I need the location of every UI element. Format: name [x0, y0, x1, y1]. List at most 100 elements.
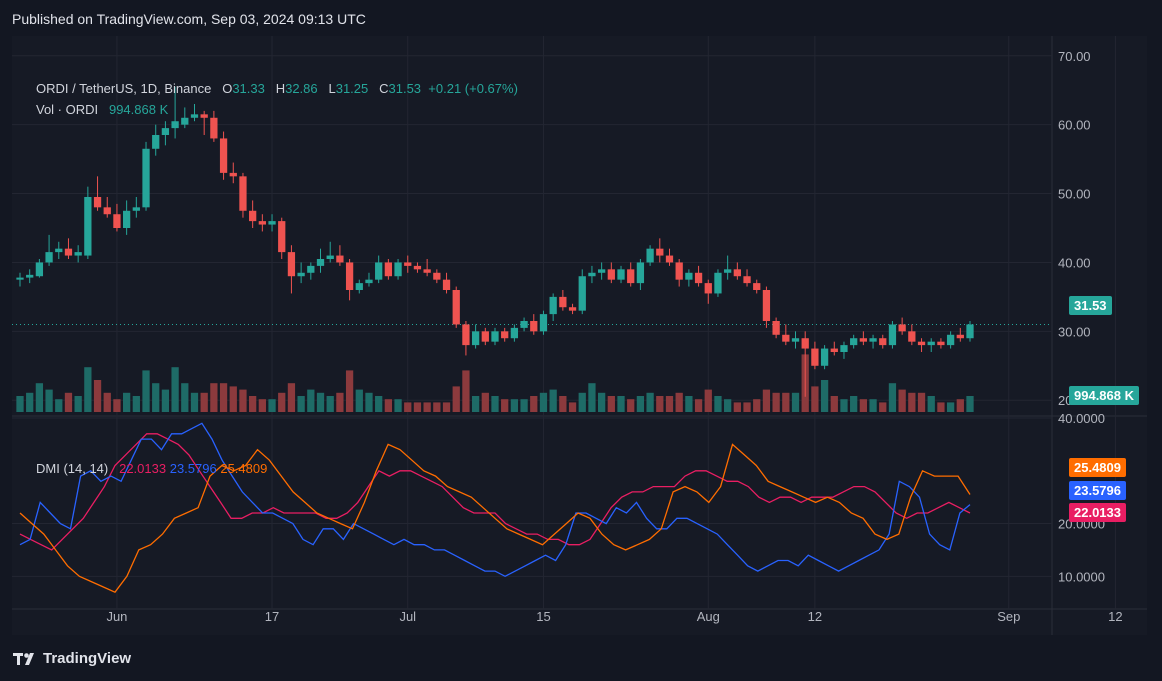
candle-body[interactable]	[636, 262, 645, 284]
candle-body[interactable]	[152, 135, 160, 149]
candle-body[interactable]	[627, 269, 635, 284]
candle-body[interactable]	[103, 207, 111, 215]
candle-body[interactable]	[714, 272, 722, 294]
candle-body[interactable]	[161, 128, 170, 135]
candle-body[interactable]	[869, 338, 877, 342]
candle-body[interactable]	[520, 321, 528, 328]
candle-body[interactable]	[908, 331, 916, 342]
candle-body[interactable]	[859, 338, 868, 342]
candle-body[interactable]	[578, 276, 586, 311]
candle-body[interactable]	[743, 276, 751, 284]
candle-body[interactable]	[966, 324, 974, 339]
candle-body[interactable]	[423, 269, 431, 273]
candle-body[interactable]	[249, 210, 257, 222]
candle-body[interactable]	[782, 334, 790, 342]
candle-body[interactable]	[597, 269, 606, 273]
candle-body[interactable]	[568, 307, 577, 311]
candle-body[interactable]	[753, 283, 761, 290]
candle-body[interactable]	[142, 148, 150, 208]
dmi-label[interactable]: DMI (14, 14)	[36, 461, 109, 476]
candle-body[interactable]	[326, 255, 334, 259]
candle-body[interactable]	[617, 269, 625, 280]
candle-body[interactable]	[219, 138, 228, 173]
candle-body[interactable]	[491, 331, 499, 342]
candle-body[interactable]	[355, 283, 363, 290]
candle-body[interactable]	[471, 331, 480, 346]
candle-body[interactable]	[559, 296, 567, 308]
candle-body[interactable]	[229, 172, 237, 177]
candle-body[interactable]	[239, 176, 247, 211]
candle-body[interactable]	[404, 262, 412, 266]
candle-body[interactable]	[607, 269, 615, 280]
candle-body[interactable]	[297, 272, 305, 277]
candle-body[interactable]	[820, 348, 829, 366]
candle-body[interactable]	[365, 279, 373, 284]
candle-body[interactable]	[888, 324, 897, 346]
candle-body[interactable]	[462, 324, 470, 346]
candle-body[interactable]	[336, 255, 344, 263]
candle-body[interactable]	[268, 221, 276, 225]
candle-body[interactable]	[510, 327, 519, 339]
candle-body[interactable]	[772, 321, 780, 335]
candle-body[interactable]	[879, 338, 887, 346]
candle-body[interactable]	[394, 262, 402, 277]
candle-body[interactable]	[375, 262, 383, 280]
candle-body[interactable]	[64, 248, 73, 256]
candle-body[interactable]	[113, 214, 121, 228]
candle-body[interactable]	[724, 269, 732, 273]
candle-body[interactable]	[55, 248, 63, 253]
candle-body[interactable]	[801, 338, 809, 349]
candle-body[interactable]	[287, 252, 296, 277]
candle-body[interactable]	[927, 341, 935, 346]
candle-body[interactable]	[210, 117, 218, 139]
candle-body[interactable]	[278, 221, 286, 253]
candle-body[interactable]	[501, 331, 509, 339]
candle-body[interactable]	[258, 221, 266, 225]
candle-body[interactable]	[762, 290, 771, 321]
tradingview-brand[interactable]: TradingView	[13, 650, 131, 667]
candle-body[interactable]	[840, 345, 848, 352]
candle-body[interactable]	[200, 114, 208, 118]
candle-body[interactable]	[675, 262, 683, 280]
candle-body[interactable]	[704, 283, 712, 294]
symbol-title[interactable]: ORDI / TetherUS, 1D, Binance	[36, 81, 212, 96]
candle-body[interactable]	[16, 277, 24, 280]
candle-body[interactable]	[694, 272, 703, 284]
candle-body[interactable]	[413, 265, 422, 270]
candle-body[interactable]	[733, 269, 741, 277]
candle-body[interactable]	[307, 265, 315, 273]
volume-label[interactable]: Vol · ORDI	[36, 102, 99, 117]
candle-body[interactable]	[811, 348, 819, 366]
chart-panel[interactable]: 70.0060.0050.0040.0030.0020.0040.000020.…	[12, 36, 1147, 635]
candle-body[interactable]	[917, 341, 926, 346]
candle-body[interactable]	[898, 324, 906, 332]
chart-canvas[interactable]: 70.0060.0050.0040.0030.0020.0040.000020.…	[12, 36, 1147, 635]
candle-body[interactable]	[850, 338, 858, 346]
candle-body[interactable]	[345, 262, 354, 290]
candle-body[interactable]	[530, 321, 538, 332]
candle-body[interactable]	[84, 197, 92, 256]
candle-body[interactable]	[190, 114, 199, 118]
candle-body[interactable]	[132, 207, 140, 211]
candle-body[interactable]	[665, 255, 674, 263]
candle-body[interactable]	[93, 197, 102, 208]
candle-body[interactable]	[956, 334, 964, 339]
candle-body[interactable]	[937, 341, 945, 346]
candle-body[interactable]	[45, 252, 53, 263]
candle-body[interactable]	[442, 279, 451, 290]
candle-body[interactable]	[830, 348, 838, 352]
candle-body[interactable]	[656, 248, 664, 256]
candle-body[interactable]	[316, 259, 325, 266]
candle-body[interactable]	[181, 117, 189, 125]
candle-body[interactable]	[646, 248, 654, 263]
candle-body[interactable]	[171, 121, 179, 129]
candle-body[interactable]	[946, 334, 955, 346]
candle-body[interactable]	[26, 274, 34, 278]
candle-body[interactable]	[122, 210, 131, 228]
candle-body[interactable]	[549, 296, 557, 315]
candle-body[interactable]	[588, 272, 596, 277]
candle-body[interactable]	[384, 262, 393, 277]
candle-body[interactable]	[452, 290, 460, 325]
candle-body[interactable]	[433, 272, 441, 280]
candle-body[interactable]	[685, 272, 693, 280]
